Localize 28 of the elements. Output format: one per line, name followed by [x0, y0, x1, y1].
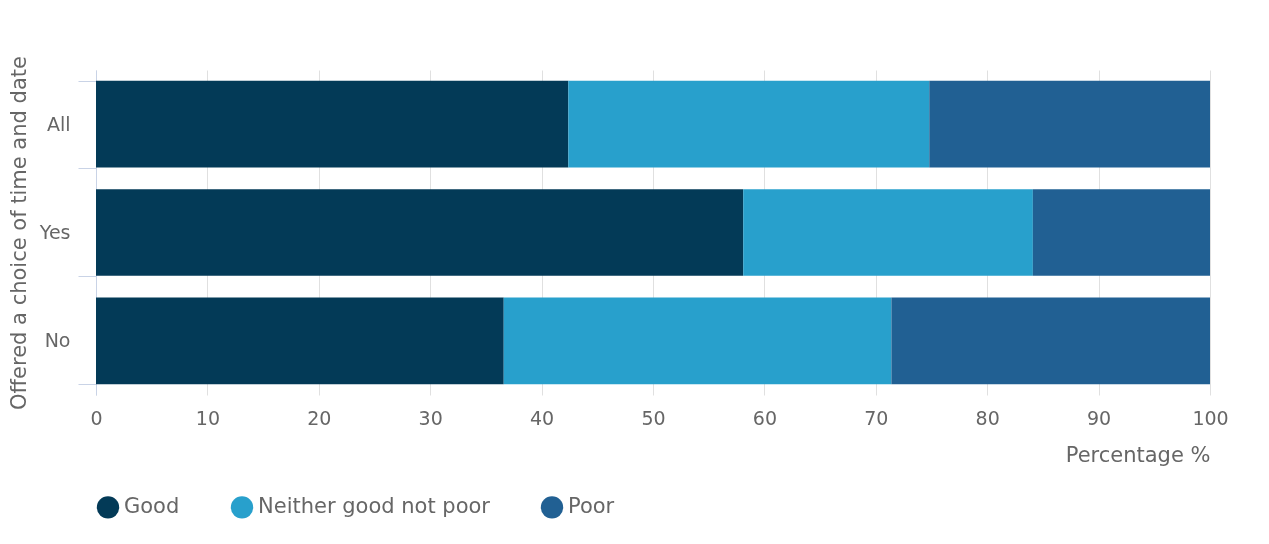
x-tick-label: 90 [1087, 406, 1112, 429]
bar [96, 189, 744, 276]
legend-label: Poor [568, 494, 615, 519]
bar [891, 297, 1210, 385]
legend-label: Good [124, 494, 180, 519]
x-tick-label: 70 [864, 406, 889, 429]
x-tick-label: 0 [90, 406, 103, 429]
y-axis-title: Offered a choice of time and date [6, 56, 31, 410]
x-tick-label: 20 [307, 406, 332, 429]
bar [929, 80, 1210, 168]
y-tick-label: No [44, 329, 71, 352]
x-tick-label: 60 [752, 406, 777, 429]
x-tick-label: 80 [975, 406, 1000, 429]
bar [503, 297, 892, 385]
bar [743, 189, 1033, 276]
legend-label: Neither good not poor [258, 494, 491, 519]
x-tick-label: 40 [530, 406, 555, 429]
x-tick-label: 100 [1192, 406, 1229, 429]
bar [96, 80, 569, 168]
bar [1032, 189, 1210, 276]
y-tick-label: All [46, 112, 71, 135]
x-axis-title: Percentage % [1065, 442, 1211, 467]
x-tick-label: 10 [195, 406, 220, 429]
x-tick-label: 50 [641, 406, 666, 429]
x-tick-label: 30 [418, 406, 443, 429]
bar [568, 80, 930, 168]
y-tick-label: Yes [38, 221, 71, 243]
bar [96, 297, 504, 385]
